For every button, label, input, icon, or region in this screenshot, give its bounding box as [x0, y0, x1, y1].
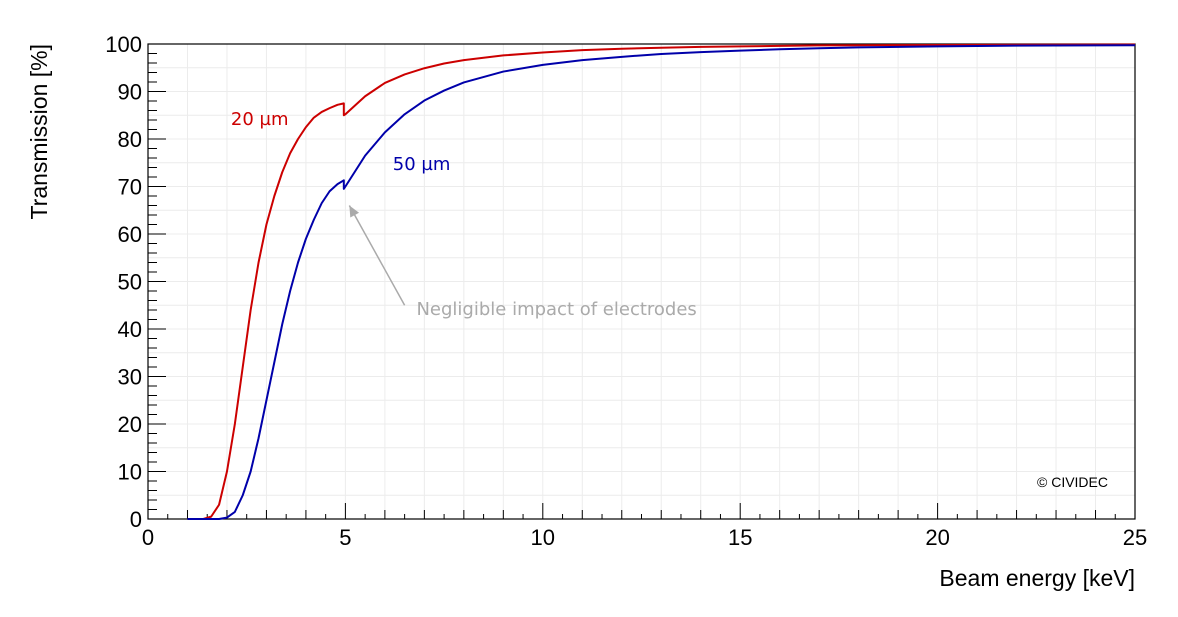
y-tick-label: 80 [118, 127, 142, 152]
x-tick-label: 10 [531, 525, 555, 550]
series-lines [187, 43, 1136, 520]
x-tick-label: 15 [728, 525, 752, 550]
copyright-watermark: © CIVIDEC [1037, 474, 1108, 490]
annotation-text: Negligible impact of electrodes [416, 299, 696, 320]
series-label-1: 50 µm [393, 154, 451, 175]
x-tick-label: 25 [1123, 525, 1147, 550]
axes: 0 5 10 15 20 25 0 10 20 30 40 50 60 70 80 90 100 [105, 32, 1147, 550]
y-tick-label: 20 [118, 412, 142, 437]
annotation-arrow-head [349, 205, 360, 218]
y-tick-label: 70 [118, 175, 142, 200]
x-tick-label: 0 [142, 525, 154, 550]
grid-lines [147, 43, 1136, 520]
series-line-1 [187, 44, 1136, 520]
series-label-0: 20 µm [231, 109, 289, 130]
y-axis-title: Transmission [%] [26, 44, 52, 220]
x-axis-title: Beam energy [keV] [939, 565, 1135, 591]
x-tick-label: 5 [339, 525, 351, 550]
y-tick-label: 10 [118, 460, 142, 485]
labels: 20 µm 50 µm Negligible impact of electrode… [231, 109, 697, 320]
y-tick-label: 90 [118, 80, 142, 105]
y-tick-label: 50 [118, 270, 142, 295]
y-tick-label: 30 [118, 365, 142, 390]
y-tick-label: 0 [130, 507, 142, 532]
y-tick-label: 40 [118, 317, 142, 342]
y-tick-label: 60 [118, 222, 142, 247]
series-line-0 [187, 43, 1136, 520]
y-tick-label: 100 [105, 32, 142, 57]
annotation-arrow-line [348, 205, 406, 306]
x-tick-label: 20 [925, 525, 949, 550]
